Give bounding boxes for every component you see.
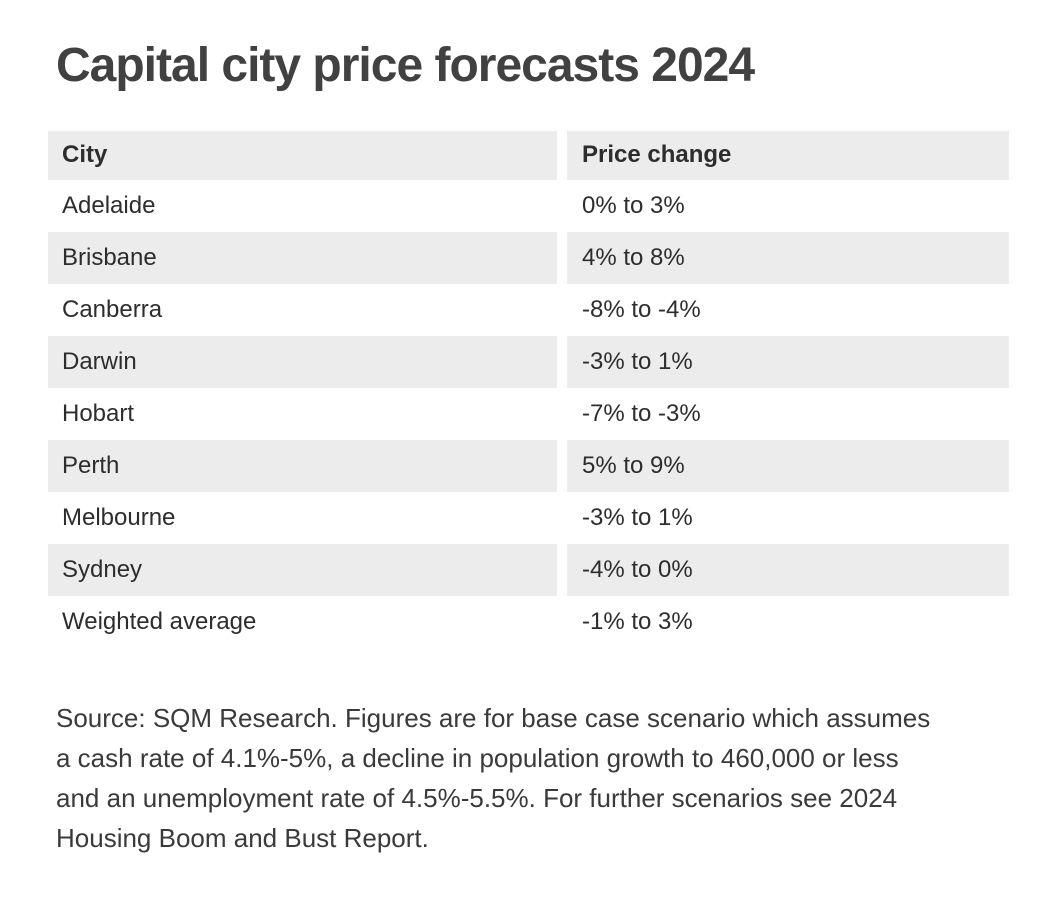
forecast-table: City Price change Adelaide 0% to 3% Bris… [48,130,1009,648]
source-note-line: and an unemployment rate of 4.5%-5.5%. F… [56,782,898,813]
source-note: Source: SQM Research. Figures are for ba… [56,698,997,858]
city-cell: Weighted average [48,595,567,648]
city-cell: Canberra [48,283,567,336]
city-cell: Brisbane [48,231,567,284]
table-row: Hobart -7% to -3% [48,387,1009,440]
city-cell: Perth [48,439,567,492]
table-row: Perth 5% to 9% [48,439,1009,492]
page-title: Capital city price forecasts 2024 [56,39,755,92]
price-change-cell: -8% to -4% [567,283,1009,336]
table-header: City Price change [48,130,1009,180]
table-body: Adelaide 0% to 3% Brisbane 4% to 8% Canb… [48,179,1009,648]
source-note-line: Housing Boom and Bust Report. [56,822,429,853]
price-change-cell: -1% to 3% [567,595,1009,648]
table-row: Brisbane 4% to 8% [48,231,1009,284]
city-cell: Hobart [48,387,567,440]
source-note-line: a cash rate of 4.1%-5%, a decline in pop… [56,742,899,773]
table-row: Sydney -4% to 0% [48,543,1009,596]
price-change-cell: -3% to 1% [567,491,1009,544]
city-cell: Melbourne [48,491,567,544]
header-row: City Price change [48,130,1009,180]
price-change-cell: -7% to -3% [567,387,1009,440]
price-change-cell: 4% to 8% [567,231,1009,284]
price-change-cell: 5% to 9% [567,439,1009,492]
table-row: Darwin -3% to 1% [48,335,1009,388]
price-change-cell: 0% to 3% [567,179,1009,232]
source-note-line: Source: SQM Research. Figures are for ba… [56,702,931,733]
column-header-city: City [48,130,567,180]
city-cell: Adelaide [48,179,567,232]
price-change-cell: -4% to 0% [567,543,1009,596]
column-header-price-change: Price change [567,130,1009,180]
table-row: Weighted average -1% to 3% [48,595,1009,648]
table-row: Canberra -8% to -4% [48,283,1009,336]
city-cell: Darwin [48,335,567,388]
table-row: Adelaide 0% to 3% [48,179,1009,232]
city-cell: Sydney [48,543,567,596]
price-change-cell: -3% to 1% [567,335,1009,388]
table-row: Melbourne -3% to 1% [48,491,1009,544]
